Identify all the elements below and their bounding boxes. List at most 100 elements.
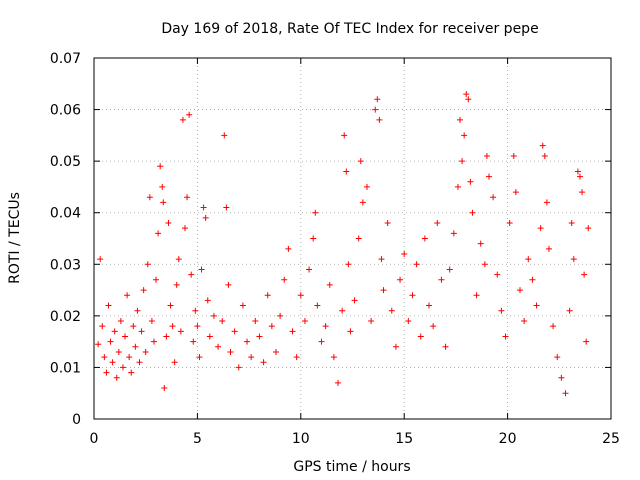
x-tick-label: 25 xyxy=(602,431,620,447)
data-point xyxy=(359,199,366,206)
data-point xyxy=(130,323,137,330)
data-point xyxy=(533,302,540,309)
data-point xyxy=(132,343,139,350)
data-point xyxy=(405,318,412,325)
data-point xyxy=(421,235,428,242)
data-point xyxy=(330,354,337,361)
data-point xyxy=(545,245,552,252)
data-point xyxy=(155,230,162,237)
data-point xyxy=(469,209,476,216)
data-point xyxy=(554,354,561,361)
data-point xyxy=(194,323,201,330)
data-point xyxy=(380,287,387,294)
data-point xyxy=(450,230,457,237)
data-point xyxy=(285,245,292,252)
data-point xyxy=(289,328,296,335)
data-point xyxy=(268,323,275,330)
data-point xyxy=(517,287,524,294)
data-point xyxy=(134,307,141,314)
x-axis-label: GPS time / hours xyxy=(293,459,410,475)
data-point xyxy=(231,328,238,335)
data-point xyxy=(157,163,164,170)
data-point xyxy=(343,168,350,175)
y-tick-label: 0.07 xyxy=(50,51,81,67)
data-point xyxy=(235,364,242,371)
data-point xyxy=(122,333,129,340)
data-point xyxy=(506,220,513,227)
axis-ticks xyxy=(93,57,612,420)
data-point xyxy=(550,323,557,330)
x-tick-label: 10 xyxy=(292,431,310,447)
data-point xyxy=(161,385,168,392)
y-tick-label: 0.01 xyxy=(50,360,81,376)
data-point xyxy=(136,359,143,366)
data-point xyxy=(99,323,106,330)
x-tick-label: 20 xyxy=(499,431,517,447)
data-point xyxy=(347,328,354,335)
data-point xyxy=(202,214,209,221)
data-point xyxy=(264,292,271,299)
data-point xyxy=(570,256,577,263)
data-point xyxy=(272,348,279,355)
data-point xyxy=(541,152,548,159)
data-point xyxy=(558,374,565,381)
data-point xyxy=(198,266,205,273)
data-point xyxy=(392,343,399,350)
data-point xyxy=(378,256,385,263)
data-point xyxy=(485,173,492,180)
data-point xyxy=(190,338,197,345)
data-point xyxy=(244,338,251,345)
data-point xyxy=(281,276,288,283)
data-point xyxy=(574,168,581,175)
data-point xyxy=(179,116,186,123)
y-tick-label: 0.03 xyxy=(50,257,81,273)
data-point xyxy=(438,276,445,283)
x-tick-label: 15 xyxy=(395,431,413,447)
data-point xyxy=(498,307,505,314)
data-point xyxy=(363,183,370,190)
data-point xyxy=(144,261,151,268)
data-point xyxy=(219,318,226,325)
data-point xyxy=(215,343,222,350)
y-tick-label: 0.05 xyxy=(50,154,81,170)
data-point xyxy=(326,281,333,288)
data-point xyxy=(153,276,160,283)
data-point xyxy=(146,194,153,201)
data-point xyxy=(539,142,546,149)
data-point xyxy=(525,256,532,263)
data-point xyxy=(417,333,424,340)
data-point xyxy=(177,328,184,335)
data-point xyxy=(483,152,490,159)
data-point xyxy=(339,307,346,314)
data-point xyxy=(409,292,416,299)
data-point xyxy=(117,318,124,325)
data-point xyxy=(225,281,232,288)
data-point xyxy=(568,220,575,227)
data-point xyxy=(175,256,182,263)
data-point xyxy=(368,318,375,325)
data-point xyxy=(521,318,528,325)
data-point xyxy=(221,132,228,139)
data-point xyxy=(335,379,342,386)
y-tick-label: 0.02 xyxy=(50,309,81,325)
data-point xyxy=(583,338,590,345)
data-point xyxy=(537,225,544,232)
data-point xyxy=(223,204,230,211)
data-point xyxy=(111,328,118,335)
plot-frame xyxy=(93,57,612,420)
data-point xyxy=(150,338,157,345)
data-point xyxy=(210,312,217,319)
y-tick-label: 0 xyxy=(72,412,81,428)
data-point xyxy=(126,354,133,361)
data-point xyxy=(341,132,348,139)
chart-title: Day 169 of 2018, Rate Of TEC Index for r… xyxy=(161,21,538,37)
data-point xyxy=(105,302,112,309)
data-point xyxy=(318,338,325,345)
data-point xyxy=(314,302,321,309)
data-point xyxy=(345,261,352,268)
data-point xyxy=(252,318,259,325)
data-point xyxy=(109,359,116,366)
data-point xyxy=(248,354,255,361)
grid xyxy=(94,58,611,419)
data-point xyxy=(95,341,102,348)
